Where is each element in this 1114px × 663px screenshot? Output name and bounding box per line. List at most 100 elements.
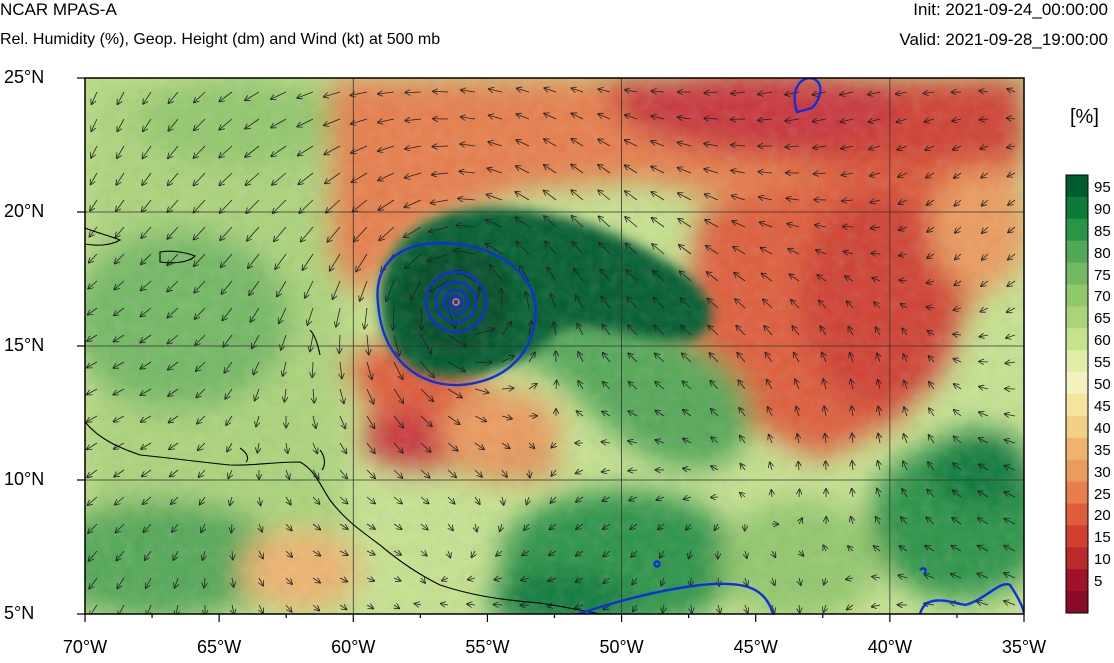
wind-arrow [366, 388, 374, 404]
wind-arrow [979, 362, 989, 363]
wind-arrow [90, 604, 98, 614]
wind-arrow [379, 199, 395, 210]
wind-arrow [116, 172, 125, 185]
wind-arrow [898, 575, 908, 578]
wind-arrow [1004, 601, 1016, 605]
wind-arrow [92, 91, 98, 104]
wind-arrow [772, 577, 775, 585]
colorbar-swatch [1066, 547, 1088, 570]
wind-arrow [87, 388, 98, 395]
wind-arrow [872, 577, 881, 578]
wind-arrow [740, 436, 746, 444]
wind-arrow [360, 280, 368, 301]
wind-arrow [658, 523, 665, 529]
wind-arrow [686, 523, 691, 530]
coastlines [85, 227, 601, 614]
wind-arrow [769, 435, 772, 444]
wind-arrow [927, 254, 935, 258]
wind-arrow [738, 380, 746, 390]
wind-arrow [955, 253, 962, 259]
wind-arrow [679, 245, 692, 255]
wind-arrow [691, 604, 692, 613]
colorbar-swatch [1066, 328, 1088, 351]
wind-arrow [526, 292, 529, 309]
wind-arrow [366, 361, 372, 379]
wind-arrow [502, 469, 507, 477]
wind-arrow [339, 388, 344, 403]
wind-arrow [87, 334, 98, 341]
wind-arrow [521, 578, 530, 580]
wind-arrow [632, 577, 637, 585]
wind-arrow [731, 92, 746, 94]
wind-arrow [339, 551, 348, 555]
wind-arrow [979, 387, 989, 389]
wind-arrow [169, 442, 179, 449]
wind-arrow [1005, 466, 1016, 470]
wind-arrow [169, 91, 179, 103]
wind-arrow [285, 550, 292, 557]
wind-arrow [628, 441, 638, 443]
wind-arrow [544, 216, 557, 228]
wind-arrow [601, 297, 611, 309]
wind-arrow [1004, 519, 1016, 525]
wind-arrow [529, 322, 531, 336]
colorbar-label: 25 [1094, 485, 1111, 503]
wind-arrow [167, 226, 179, 239]
wind-arrow [739, 408, 746, 417]
wind-arrow [230, 496, 232, 505]
wind-arrow [708, 299, 719, 309]
wind-arrow [117, 145, 125, 158]
wind-arrow [284, 388, 286, 402]
wind-arrow [405, 172, 422, 178]
wind-arrow [366, 496, 375, 504]
wind-arrow [252, 334, 260, 348]
wind-arrow [732, 196, 746, 201]
wind-arrow [572, 216, 584, 228]
wind-arrow [221, 253, 233, 267]
wind-arrow [429, 226, 449, 232]
wind-arrow [980, 308, 989, 312]
wind-arrow [788, 249, 800, 255]
wind-arrow [140, 334, 152, 343]
wind-arrow [814, 173, 827, 174]
wind-arrow [194, 145, 206, 158]
wind-arrow [952, 518, 962, 525]
wind-arrow [366, 551, 375, 555]
wind-arrow [421, 578, 425, 583]
wind-arrow [447, 469, 456, 477]
wind-arrow [486, 220, 503, 228]
wind-arrow [786, 146, 800, 147]
wind-arrow [768, 407, 772, 417]
wind-arrow [115, 496, 125, 505]
init-time: Init: 2021-09-24_00:00:00 [913, 0, 1108, 19]
wind-arrow [848, 327, 853, 336]
colorbar-label: 20 [1094, 507, 1111, 525]
wind-arrow [759, 197, 773, 200]
wind-arrow [764, 326, 773, 336]
wind-arrow [420, 496, 429, 504]
wind-arrow [651, 141, 665, 147]
wind-arrow [954, 172, 962, 178]
wind-arrow [847, 301, 854, 309]
wind-arrow [117, 118, 125, 131]
wind-arrow [978, 546, 989, 552]
wind-arrow [603, 382, 611, 390]
wind-arrow [312, 361, 313, 377]
wind-arrow [89, 577, 98, 589]
wind-arrow [954, 436, 962, 444]
colorbar-swatch [1066, 525, 1088, 548]
wind-arrow [758, 92, 773, 94]
wind-arrow [220, 199, 233, 213]
wind-arrow [816, 250, 827, 254]
wind-arrow [393, 523, 402, 529]
wind-arrow [286, 496, 291, 505]
wind-arrow [91, 145, 98, 158]
wind-arrow [310, 334, 313, 351]
wind-arrow [661, 577, 664, 586]
wind-arrow [845, 276, 854, 281]
wind-arrow [872, 605, 881, 607]
graticule [85, 78, 1024, 614]
wind-arrow [705, 194, 719, 201]
wind-arrow [168, 118, 179, 131]
wind-arrow [366, 469, 375, 478]
